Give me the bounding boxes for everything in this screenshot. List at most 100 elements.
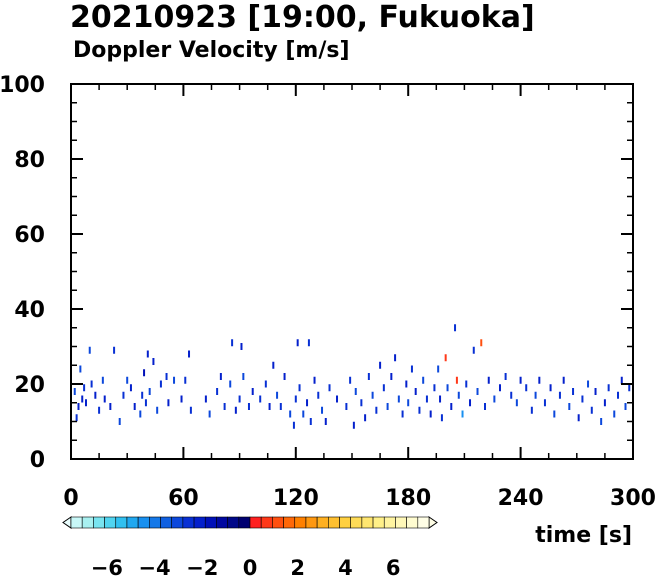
colorbar-swatch-15 [238, 516, 251, 529]
data-point-42 [231, 339, 234, 347]
data-point-121 [534, 391, 537, 399]
data-point-30 [167, 399, 170, 407]
colorbar-swatch-6 [137, 516, 150, 529]
data-point-98 [440, 414, 443, 422]
colorbar-tick-label-0: −6 [91, 556, 123, 577]
data-point-124 [549, 384, 552, 392]
data-point-107 [469, 399, 472, 407]
colorbar-swatch-29 [395, 516, 407, 529]
data-point-1 [75, 414, 78, 422]
y-tick-label-5: 100 [0, 73, 45, 98]
data-point-58 [294, 395, 297, 403]
data-point-85 [397, 395, 400, 403]
data-point-114 [498, 384, 501, 392]
data-point-23 [144, 399, 147, 407]
data-point-87 [405, 380, 408, 388]
colorbar-swatch-30 [406, 516, 419, 529]
data-point-46 [242, 373, 245, 380]
data-point-106 [465, 380, 468, 388]
data-point-128 [568, 403, 571, 410]
data-point-29 [165, 373, 168, 380]
data-point-133 [590, 406, 593, 414]
data-point-17 [126, 376, 129, 384]
data-point-125 [553, 410, 556, 418]
y-tick-label-1: 20 [14, 373, 45, 398]
colorbar-swatch-18 [272, 516, 284, 529]
data-point-28 [159, 380, 162, 388]
colorbar-swatch-21 [305, 516, 318, 529]
data-point-131 [581, 395, 584, 403]
data-point-103 [455, 376, 458, 384]
data-point-117 [515, 399, 518, 407]
colorbar-swatch-1 [81, 516, 94, 529]
data-point-86 [401, 410, 404, 418]
data-point-79 [375, 406, 378, 414]
data-point-9 [94, 391, 97, 399]
colorbar-swatch-28 [383, 516, 396, 529]
data-point-43 [234, 406, 237, 414]
data-point-104 [457, 391, 460, 399]
colorbar-swatch-7 [149, 516, 161, 529]
colorbar-swatch-20 [294, 516, 307, 529]
colorbar-swatch-19 [283, 516, 296, 529]
data-point-115 [504, 373, 507, 380]
data-point-136 [603, 399, 606, 407]
data-point-37 [208, 410, 211, 418]
data-point-54 [279, 403, 282, 410]
data-point-126 [558, 391, 561, 399]
data-point-116 [510, 391, 513, 399]
colorbar-swatch-22 [316, 516, 329, 529]
data-point-27 [156, 406, 159, 414]
colorbar-swatch-9 [171, 516, 184, 529]
data-point-75 [360, 399, 363, 407]
data-point-40 [223, 403, 226, 410]
colorbar-tick-label-6: 6 [386, 556, 401, 577]
data-point-11 [101, 376, 104, 384]
data-point-123 [543, 399, 546, 407]
x-tick-label-0: 0 [63, 486, 78, 511]
data-point-77 [367, 373, 370, 380]
data-point-80 [379, 361, 382, 369]
data-point-72 [349, 376, 352, 384]
data-point-105 [461, 410, 464, 418]
colorbar-swatch-25 [350, 516, 363, 529]
data-point-139 [617, 391, 620, 399]
data-point-138 [613, 410, 616, 418]
x-tick-label-1: 60 [168, 486, 199, 511]
data-point-68 [324, 418, 327, 425]
data-point-60 [298, 384, 301, 392]
data-point-135 [600, 418, 603, 425]
data-point-73 [352, 421, 355, 429]
colorbar-tick-label-3: 0 [243, 556, 258, 577]
data-point-108 [472, 346, 475, 354]
data-point-66 [317, 391, 320, 399]
colorbar-swatch-5 [126, 516, 139, 529]
colorbar-swatch-14 [227, 516, 240, 529]
data-point-130 [577, 414, 580, 422]
colorbar-swatch-10 [182, 516, 195, 529]
x-tick-label-5: 300 [610, 486, 655, 511]
y-tick-label-4: 80 [14, 148, 45, 173]
x-axis-label: time [s] [535, 523, 632, 548]
chart-subtitle: Doppler Velocity [m/s] [73, 38, 350, 63]
data-point-93 [425, 395, 428, 403]
data-point-41 [229, 380, 232, 388]
data-point-132 [587, 380, 590, 388]
data-point-33 [184, 376, 187, 384]
colorbar-swatch-4 [115, 516, 128, 529]
data-point-67 [321, 406, 324, 414]
data-point-70 [336, 395, 339, 403]
data-point-100 [446, 384, 449, 392]
data-point-88 [407, 399, 410, 407]
data-point-2 [77, 403, 80, 410]
data-point-63 [307, 339, 310, 347]
data-point-81 [382, 384, 385, 392]
data-point-122 [538, 376, 541, 384]
data-point-111 [484, 403, 487, 410]
data-point-18 [129, 384, 132, 392]
data-point-140 [620, 376, 623, 384]
data-point-25 [148, 388, 151, 395]
data-point-22 [143, 369, 146, 377]
data-points [73, 324, 631, 429]
data-point-56 [289, 410, 292, 418]
